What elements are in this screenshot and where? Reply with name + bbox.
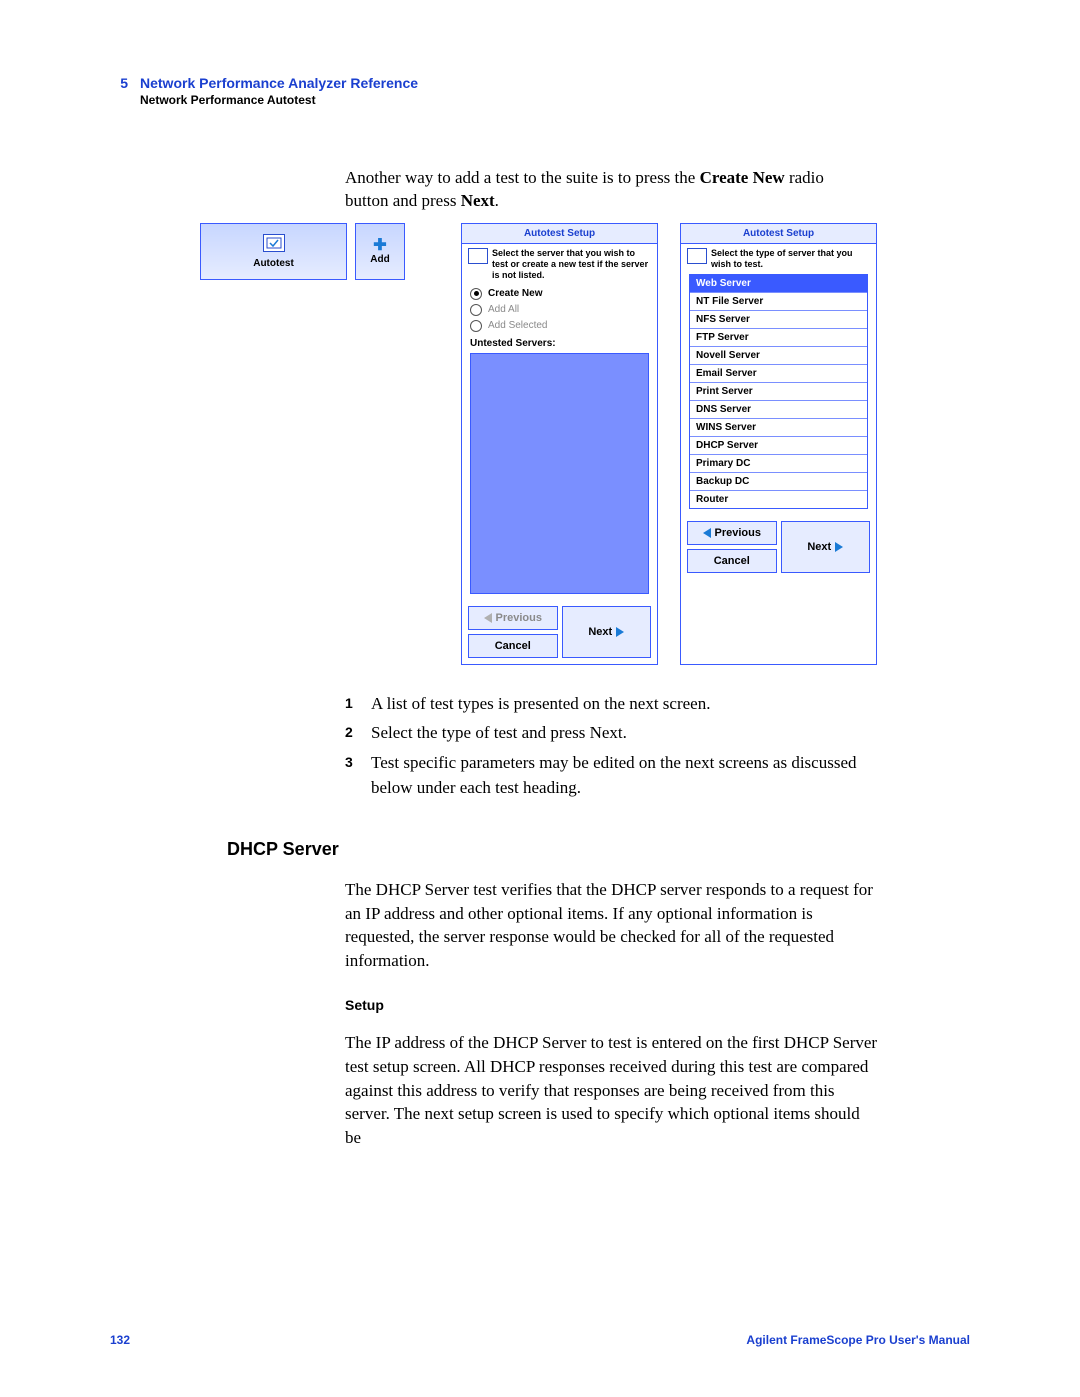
setup-heading: Setup (345, 997, 970, 1013)
step-text: Select the type of test and press Next. (371, 720, 627, 746)
autotest-icon (263, 234, 285, 252)
cancel-button[interactable]: Cancel (468, 634, 558, 658)
next-button[interactable]: Next (562, 606, 652, 658)
autotest-mini-icon (687, 248, 707, 264)
radio-icon (470, 304, 482, 316)
step-number: 3 (345, 750, 361, 801)
radio-create-new[interactable]: Create New (462, 286, 657, 302)
setup-paragraph: The IP address of the DHCP Server to tes… (345, 1031, 880, 1150)
server-type-item[interactable]: NFS Server (690, 311, 867, 329)
triangle-right-icon (616, 627, 624, 637)
add-label: Add (370, 254, 389, 265)
add-tile[interactable]: ✚ Add (355, 223, 405, 280)
server-type-item[interactable]: Backup DC (690, 473, 867, 491)
list-item: 1 A list of test types is presented on th… (345, 691, 885, 717)
figure-row: Autotest ✚ Add Autotest Setup Select the… (200, 223, 970, 665)
manual-title: Agilent FrameScope Pro User's Manual (746, 1333, 970, 1347)
radio-icon (470, 320, 482, 332)
server-type-item[interactable]: FTP Server (690, 329, 867, 347)
chapter-title: Network Performance Analyzer Reference (140, 75, 418, 91)
server-type-item[interactable]: Web Server (690, 275, 867, 293)
step-number: 2 (345, 720, 361, 746)
chapter-number: 5 (110, 75, 128, 91)
server-type-item[interactable]: Email Server (690, 365, 867, 383)
server-type-item[interactable]: NT File Server (690, 293, 867, 311)
dhcp-heading: DHCP Server (227, 839, 970, 860)
server-type-item[interactable]: WINS Server (690, 419, 867, 437)
list-item: 3Test specific parameters may be edited … (345, 750, 885, 801)
autotest-setup-panel-1: Autotest Setup Select the server that yo… (461, 223, 658, 665)
server-type-item[interactable]: DHCP Server (690, 437, 867, 455)
server-type-item[interactable]: Router (690, 491, 867, 508)
step-text: A list of test types is presented on the… (371, 691, 710, 717)
untested-servers-listbox[interactable] (470, 353, 649, 594)
radio-add-all[interactable]: Add All (462, 302, 657, 318)
step-text: Test specific parameters may be edited o… (371, 750, 885, 801)
panel1-instruction: Select the server that you wish to test … (462, 244, 657, 286)
autotest-setup-panel-2: Autotest Setup Select the type of server… (680, 223, 877, 665)
cancel-button[interactable]: Cancel (687, 549, 777, 573)
triangle-right-icon (835, 542, 843, 552)
autotest-mini-icon (468, 248, 488, 264)
server-type-item[interactable]: DNS Server (690, 401, 867, 419)
triangle-left-icon (703, 528, 711, 538)
radio-icon (470, 288, 482, 300)
previous-button[interactable]: Previous (468, 606, 558, 630)
panel1-title: Autotest Setup (462, 224, 657, 244)
intro-paragraph: Another way to add a test to the suite i… (345, 167, 865, 213)
steps-list: 1 A list of test types is presented on th… (345, 691, 885, 801)
plus-icon: ✚ (373, 238, 386, 254)
server-type-item[interactable]: Print Server (690, 383, 867, 401)
server-type-list[interactable]: Web ServerNT File ServerNFS ServerFTP Se… (689, 274, 868, 509)
panel2-title: Autotest Setup (681, 224, 876, 244)
panel2-instruction: Select the type of server that you wish … (681, 244, 876, 275)
autotest-label: Autotest (253, 258, 294, 269)
step-number: 1 (345, 691, 361, 717)
dhcp-paragraph: The DHCP Server test verifies that the D… (345, 878, 880, 973)
next-button[interactable]: Next (781, 521, 871, 573)
radio-add-selected[interactable]: Add Selected (462, 318, 657, 334)
server-type-item[interactable]: Novell Server (690, 347, 867, 365)
previous-button[interactable]: Previous (687, 521, 777, 545)
section-name: Network Performance Autotest (140, 93, 970, 107)
autotest-tile[interactable]: Autotest (200, 223, 347, 280)
triangle-left-icon (484, 613, 492, 623)
page-number: 132 (110, 1333, 130, 1347)
untested-servers-label: Untested Servers: (462, 334, 657, 351)
server-type-item[interactable]: Primary DC (690, 455, 867, 473)
list-item: 2 Select the type of test and press Next. (345, 720, 885, 746)
